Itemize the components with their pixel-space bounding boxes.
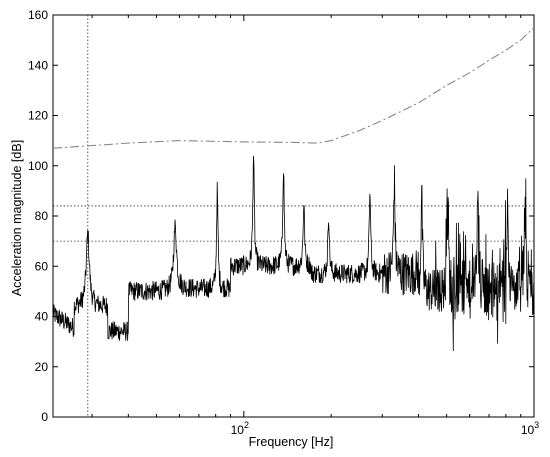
- x-tick-label: 102: [231, 420, 249, 437]
- x-tick-exponent: 3: [534, 420, 539, 430]
- axes-frame: [52, 14, 535, 418]
- y-tick-label: 0: [41, 410, 48, 424]
- y-tick-label: 80: [35, 209, 49, 223]
- x-tick-exponent: 2: [244, 420, 249, 430]
- spectrum-series: [52, 155, 535, 352]
- axes-box: [52, 14, 535, 418]
- y-axis-label: Acceleration magnitude [dB]: [10, 140, 24, 296]
- y-tick-label: 40: [35, 310, 49, 324]
- y-tick-label: 140: [28, 58, 48, 72]
- y-tick-label: 100: [28, 159, 48, 173]
- x-axis-label: Frequency [Hz]: [249, 435, 334, 449]
- dash-dot-series: [52, 27, 535, 149]
- x-tick-label: 103: [521, 420, 539, 437]
- y-tick-label: 60: [35, 259, 49, 273]
- reference-lines: [53, 15, 534, 417]
- y-tick-label: 160: [28, 8, 48, 22]
- x-tick-base: 10: [231, 423, 245, 437]
- x-tick-base: 10: [521, 423, 535, 437]
- y-tick-label: 120: [28, 109, 48, 123]
- series-layer: [52, 27, 535, 352]
- y-tick-label: 20: [35, 360, 49, 374]
